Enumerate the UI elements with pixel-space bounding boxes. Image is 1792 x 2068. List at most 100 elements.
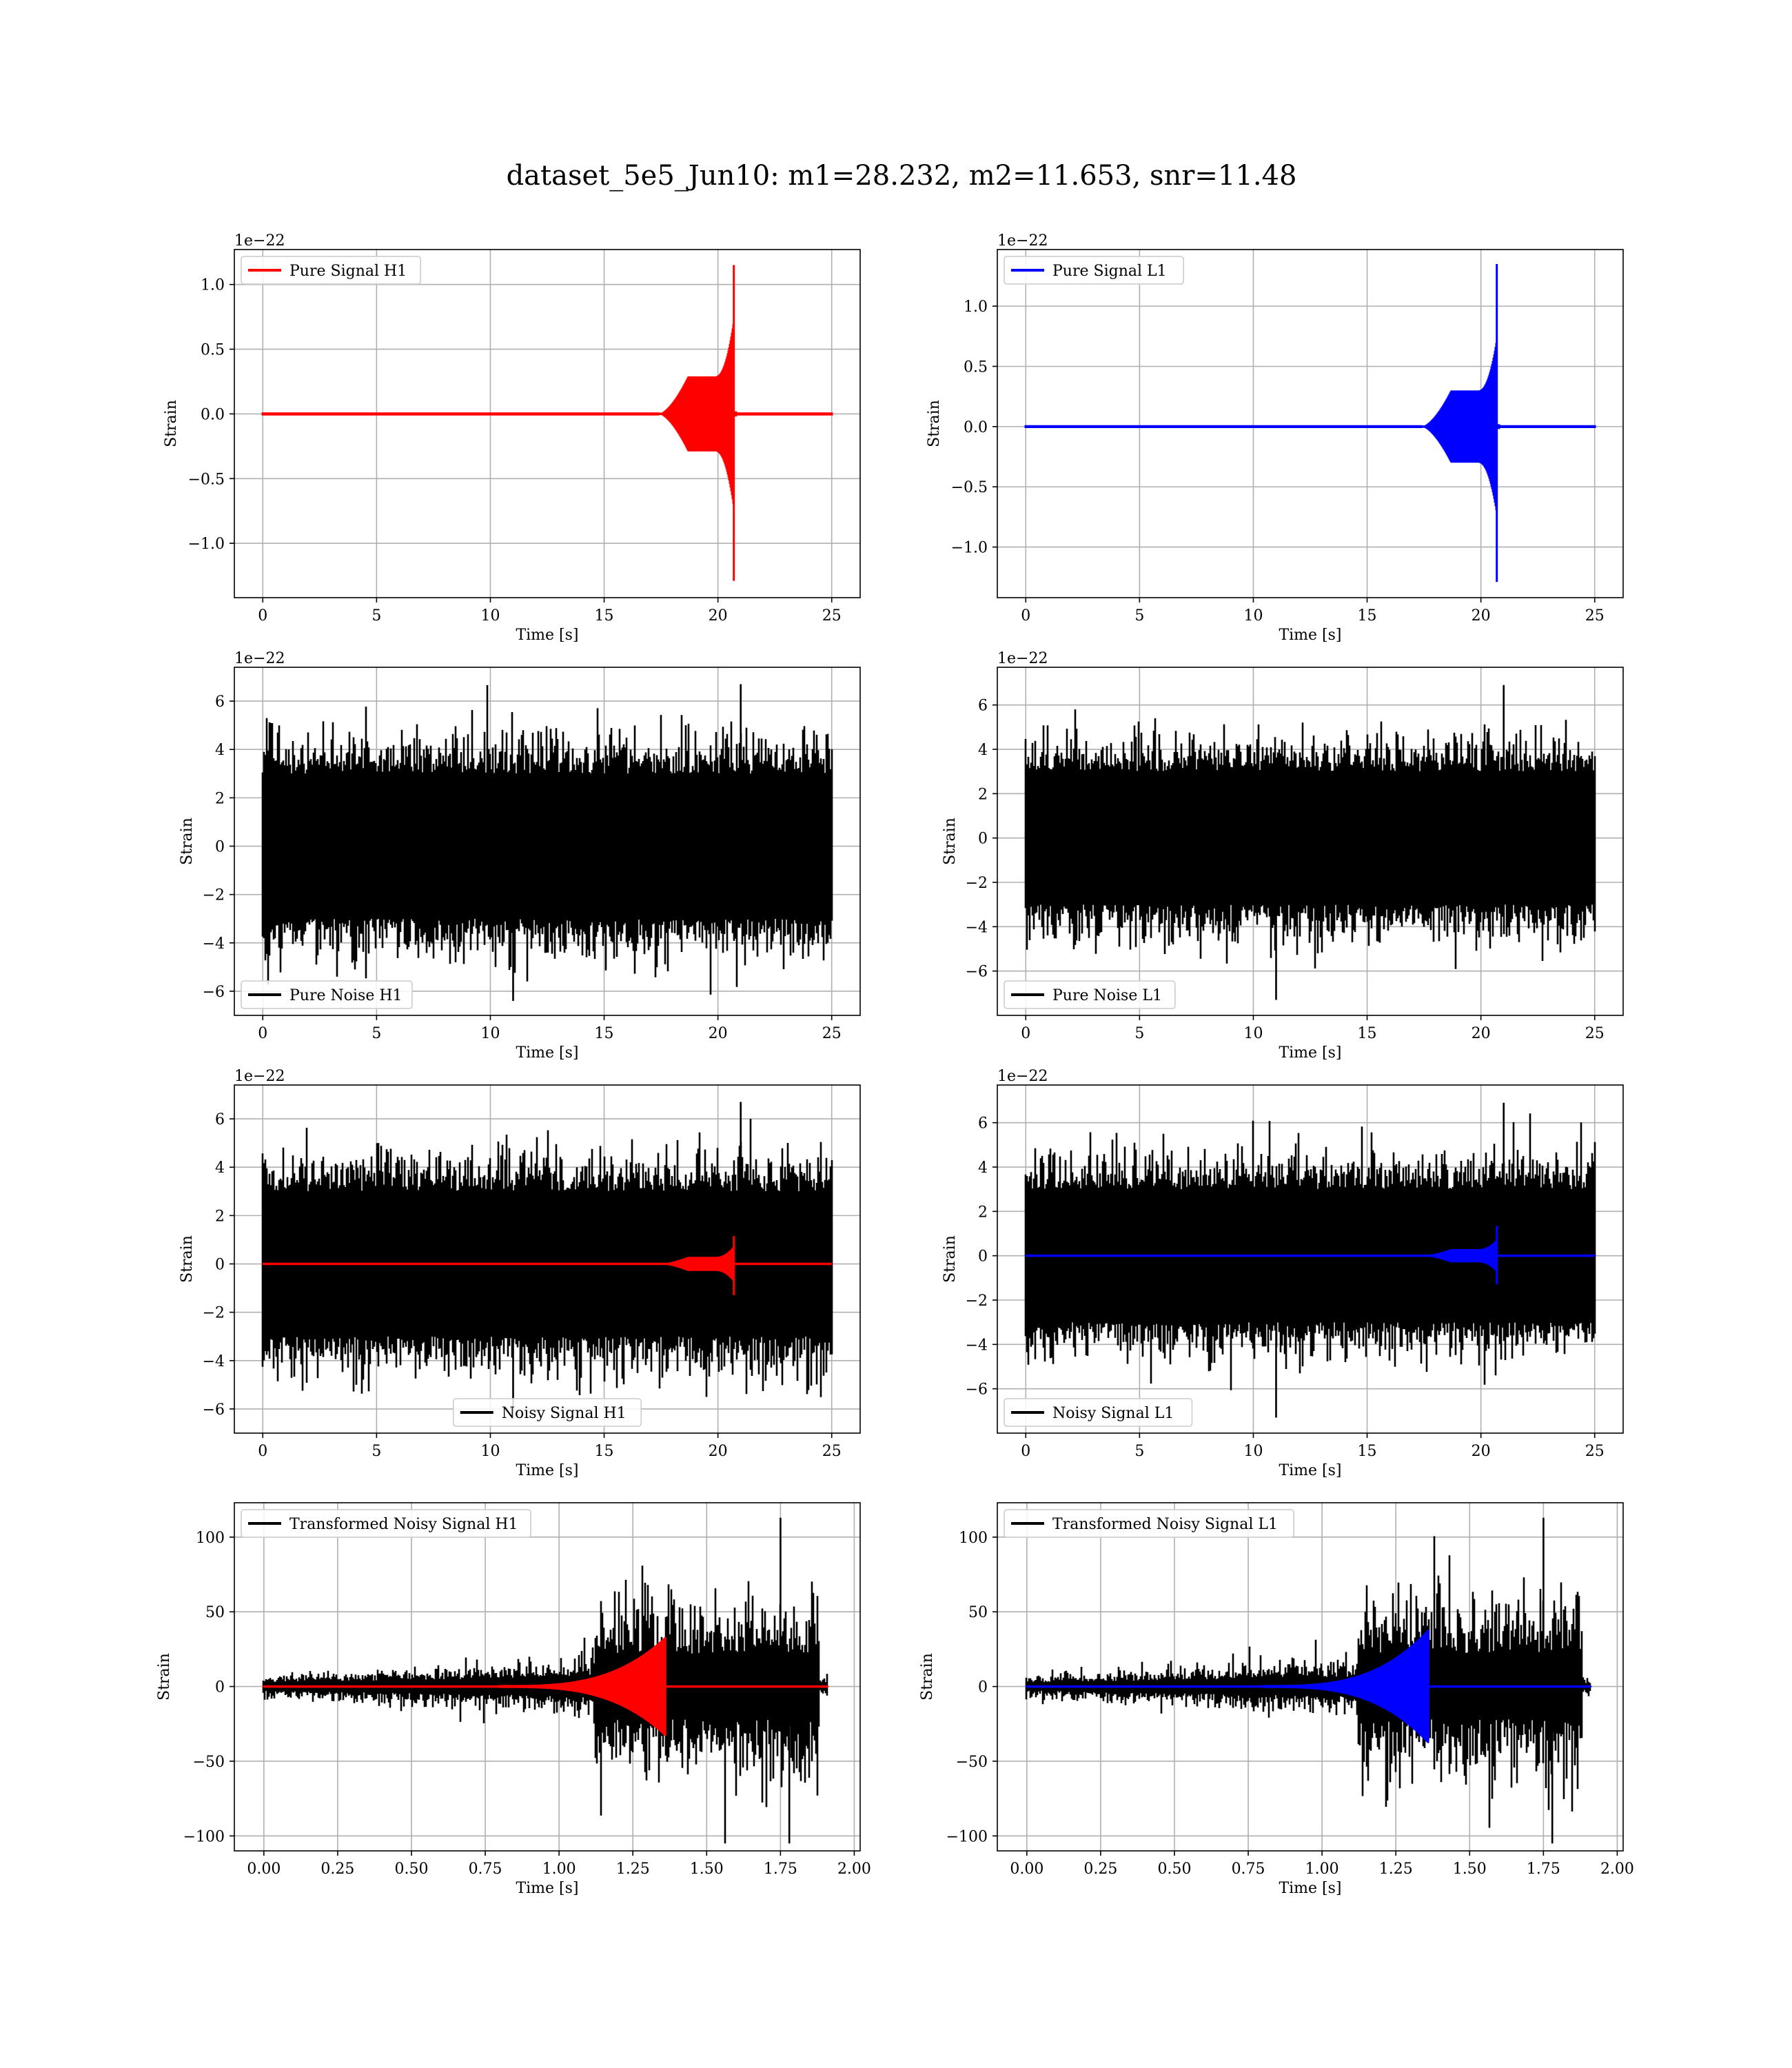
y-tick-label: −1.0	[188, 536, 225, 553]
legend: Pure Signal L1	[1004, 256, 1185, 285]
legend: Noisy Signal H1	[452, 1398, 642, 1427]
y-tick-label: 0.0	[964, 419, 988, 436]
x-tick-label: 15	[595, 1025, 614, 1042]
y-tick-label: −2	[203, 1305, 225, 1322]
x-tick-label: 20	[1472, 1025, 1491, 1042]
x-axis-label: Time [s]	[516, 1044, 578, 1062]
x-axis-label: Time [s]	[1279, 1880, 1341, 1897]
y-axis-label: Strain	[941, 818, 959, 865]
legend-frame	[452, 1398, 642, 1427]
x-tick-label: 5	[1134, 1443, 1144, 1460]
axes-frame	[997, 249, 1624, 598]
noise-trace	[1024, 1102, 1596, 1418]
x-tick-label: 20	[1472, 607, 1491, 625]
legend: Noisy Signal L1	[1004, 1398, 1193, 1427]
x-tick-label: 0	[1021, 607, 1030, 625]
x-tick-label: 0.00	[1010, 1861, 1043, 1878]
y-tick-label: 0	[215, 839, 225, 856]
x-tick-label: 5	[371, 1025, 381, 1042]
series-noisy-signal-h1	[261, 1102, 833, 1419]
y-tick-label: 4	[978, 1159, 988, 1177]
legend-label: Noisy Signal L1	[1052, 1405, 1174, 1422]
noise-trace	[1024, 685, 1596, 1000]
legend-label: Pure Signal H1	[289, 263, 407, 280]
y-tick-label: 100	[959, 1530, 988, 1547]
x-tick-label: 1.00	[1305, 1861, 1339, 1878]
x-tick-label: 10	[1243, 1443, 1263, 1460]
signal-trace	[261, 265, 833, 581]
legend-label: Transformed Noisy Signal L1	[1052, 1516, 1278, 1533]
x-tick-label: 10	[480, 607, 500, 625]
y-tick-label: −4	[203, 1353, 225, 1370]
axis-offset-text: 1e−22	[234, 650, 285, 667]
x-tick-label: 25	[1585, 607, 1605, 625]
y-tick-label: 0	[215, 1257, 225, 1274]
x-tick-label: 0	[258, 607, 267, 625]
legend-label: Pure Noise L1	[1052, 987, 1162, 1004]
y-axis-label: Strain	[156, 1653, 173, 1701]
series-pure-noise-h1	[261, 684, 833, 1001]
subplot-pure-signal-l1: 0 5 10 15 20 25 −1.0 −0.5 0.0 0.5 1.0 Time [s] Strai…	[926, 232, 1624, 644]
y-tick-label: −100	[946, 1828, 988, 1845]
x-axis-label: Time [s]	[516, 627, 578, 644]
plot-area	[261, 684, 833, 1001]
x-tick-label: 5	[371, 607, 381, 625]
axis-offset-text: 1e−22	[997, 650, 1048, 667]
y-axis-label: Strain	[926, 400, 943, 447]
y-tick-label: −2	[966, 1292, 988, 1310]
plot-area	[261, 265, 833, 581]
legend-frame	[1004, 1398, 1193, 1427]
x-axis-label: Time [s]	[1279, 1044, 1341, 1062]
axes-frame	[234, 1502, 861, 1852]
subplot-noisy-signal-h1: 0 5 10 15 20 25 −6 −4 −2 0 2 4 6 Time [s] Strain 1e−22 N…	[179, 1068, 861, 1479]
y-tick-label: 2	[215, 790, 225, 807]
x-tick-label: 0	[258, 1443, 267, 1460]
y-tick-label: 0	[215, 1679, 225, 1696]
series-transformed-noisy-signal-h1	[262, 1517, 828, 1844]
series-noisy-signal-l1	[1024, 1102, 1596, 1418]
x-tick-label: 20	[709, 1025, 728, 1042]
legend-frame	[241, 980, 413, 1009]
y-tick-label: 6	[978, 698, 988, 715]
y-tick-label: 4	[215, 742, 225, 759]
series-pure-signal-h1	[261, 265, 833, 581]
series-pure-noise-l1	[1024, 685, 1596, 1000]
axis-offset-text: 1e−22	[997, 232, 1048, 250]
signal-trace	[1025, 1630, 1592, 1743]
y-tick-label: −6	[966, 1381, 988, 1399]
y-tick-label: −100	[183, 1828, 225, 1845]
x-axis-label: Time [s]	[516, 1462, 578, 1479]
x-tick-label: 0	[258, 1025, 267, 1042]
whitened-trace	[262, 1517, 828, 1844]
axes-frame	[997, 1084, 1624, 1434]
grid	[234, 250, 860, 598]
x-tick-label: 1.75	[764, 1861, 797, 1878]
legend-label: Pure Signal L1	[1052, 263, 1167, 280]
x-tick-label: 10	[1243, 1025, 1263, 1042]
y-tick-label: −0.5	[951, 479, 988, 496]
subplot-transformed-noisy-signal-h1: 0.00 0.25 0.50 0.75 1.00 1.25 1.50 1.75 2.00 −100…	[156, 1502, 871, 1897]
x-tick-label: 25	[1585, 1443, 1605, 1460]
y-tick-label: −6	[203, 984, 225, 1001]
legend-frame	[1004, 980, 1176, 1009]
y-tick-label: −6	[203, 1401, 225, 1419]
y-tick-label: 2	[978, 1204, 988, 1221]
x-tick-label: 15	[1358, 607, 1377, 625]
y-tick-label: −2	[203, 887, 225, 904]
legend: Pure Signal H1	[241, 256, 422, 285]
x-tick-label: 1.00	[542, 1861, 576, 1878]
x-tick-label: 2.00	[1600, 1861, 1634, 1878]
y-axis-label: Strain	[941, 1235, 959, 1283]
signal-trace	[1024, 1226, 1596, 1285]
subplot-transformed-noisy-signal-l1: 0.00 0.25 0.50 0.75 1.00 1.25 1.50 1.75 2.00 −100…	[919, 1502, 1634, 1897]
x-tick-label: 15	[1358, 1443, 1377, 1460]
x-tick-label: 0.75	[1232, 1861, 1265, 1878]
x-tick-label: 15	[1358, 1025, 1377, 1042]
y-tick-label: 2	[215, 1208, 225, 1225]
x-tick-label: 15	[595, 607, 614, 625]
y-tick-label: 50	[205, 1604, 225, 1621]
axis-offset-text: 1e−22	[997, 1068, 1048, 1085]
y-axis-label: Strain	[179, 818, 196, 865]
y-tick-label: 1.0	[201, 277, 225, 294]
